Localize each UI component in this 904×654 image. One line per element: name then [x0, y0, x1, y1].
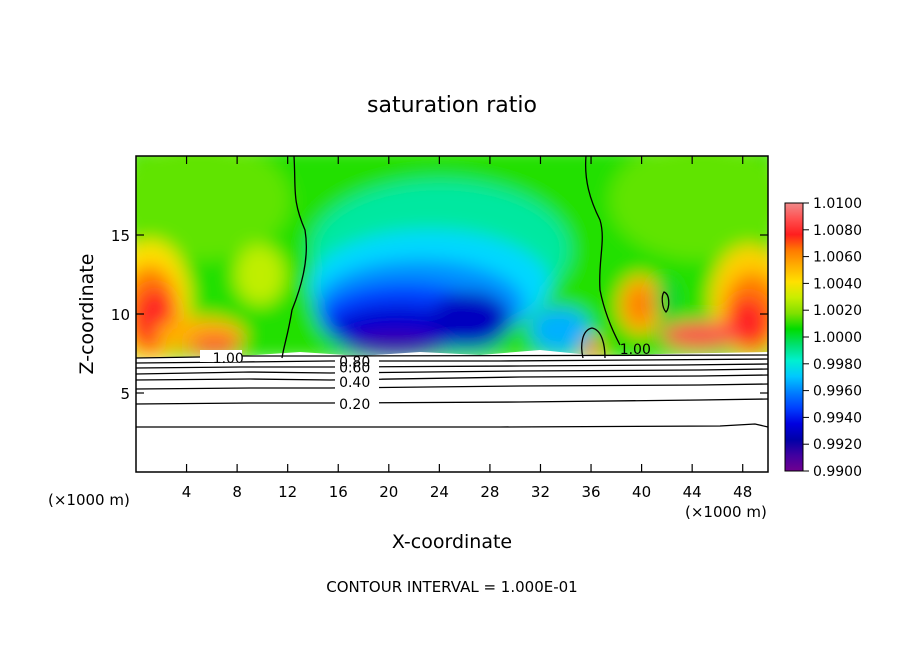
colorbar-label: 0.9920 — [813, 437, 862, 453]
contour-labels: 1.00 1.00 0.800.600.40 0.20 — [213, 342, 651, 413]
colorbar-label: 1.0100 — [813, 196, 862, 212]
x-tick-label: 32 — [531, 483, 550, 501]
chart-title: saturation ratio — [367, 93, 537, 118]
y-axis: 5 10 15 — [111, 227, 768, 403]
x-tick-label: 24 — [430, 483, 449, 501]
colorbar-labels: 1.0100 1.0080 1.0060 1.0040 1.0020 1.0000 0.99… — [803, 196, 862, 480]
y-tick-label: 15 — [111, 227, 130, 245]
x-tick-label: 16 — [329, 483, 348, 501]
colorbar-label: 0.9980 — [813, 357, 862, 373]
contour-label: 0.40 — [339, 375, 370, 391]
contour-label: 1.00 — [620, 342, 651, 358]
y-tick-label: 5 — [120, 385, 130, 403]
heatmap-field — [136, 156, 768, 472]
colorbar-label: 1.0020 — [813, 303, 862, 319]
y-tick-label: 10 — [111, 306, 130, 324]
colorbar-label: 0.9900 — [813, 464, 862, 480]
x-tick-label: 44 — [683, 483, 702, 501]
contour-label-boxes — [200, 350, 379, 410]
x-axis: 4 8 12 16 20 24 28 32 36 40 44 48 — [182, 156, 752, 501]
colorbar-label: 1.0060 — [813, 250, 862, 266]
colorbar-label: 1.0000 — [813, 330, 862, 346]
colorbar-label: 1.0080 — [813, 223, 862, 239]
contour-label: 1.00 — [213, 351, 244, 367]
colorbar: 1.0100 1.0080 1.0060 1.0040 1.0020 1.0000 0.99… — [784, 196, 862, 480]
lower-blank-region — [136, 350, 768, 472]
field-blobs — [136, 156, 768, 360]
x-unit-left: (×1000 m) — [48, 491, 130, 509]
contour-label: 0.80 — [339, 354, 370, 370]
x-axis-label: X-coordinate — [392, 531, 512, 553]
x-tick-label: 4 — [182, 483, 192, 501]
colorbar-gradient — [784, 202, 804, 472]
x-tick-label: 28 — [480, 483, 499, 501]
colorbar-label: 0.9940 — [813, 410, 862, 426]
contour-interval-footer: CONTOUR INTERVAL = 1.000E-01 — [326, 578, 577, 596]
colorbar-label: 1.0040 — [813, 276, 862, 292]
contour-label: 0.20 — [339, 397, 370, 413]
x-tick-label: 8 — [232, 483, 242, 501]
x-tick-label: 20 — [379, 483, 398, 501]
y-axis-label: Z-coordinate — [76, 254, 98, 375]
x-tick-label: 40 — [632, 483, 651, 501]
colorbar-label: 0.9960 — [813, 384, 862, 400]
x-tick-label: 36 — [581, 483, 600, 501]
x-tick-label: 12 — [278, 483, 297, 501]
x-unit-right: (×1000 m) — [685, 503, 767, 521]
x-tick-label: 48 — [733, 483, 752, 501]
contour-label: 0.60 — [339, 361, 370, 377]
